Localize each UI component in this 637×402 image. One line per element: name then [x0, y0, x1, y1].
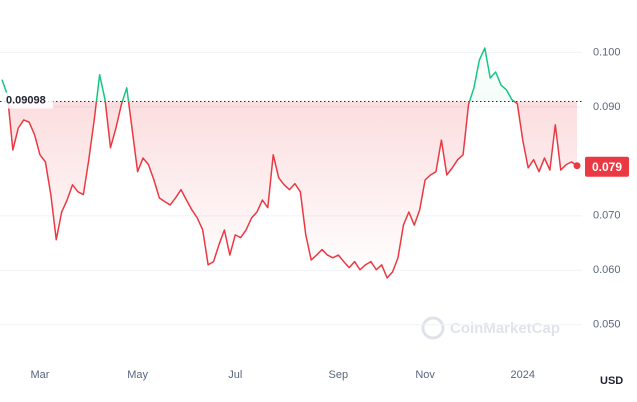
watermark: CoinMarketCap [421, 316, 560, 340]
y-tick-label: 0.100 [593, 46, 621, 58]
x-tick-label: May [127, 369, 148, 381]
x-tick-label: Mar [30, 369, 49, 381]
last-point [573, 162, 581, 170]
y-tick-label: 0.060 [593, 264, 621, 276]
x-tick-label: Sep [329, 369, 349, 381]
x-tick-label: Jul [228, 369, 242, 381]
y-tick-label: 0.070 [593, 210, 621, 222]
area-below [8, 101, 577, 278]
current-price-tag [585, 156, 629, 177]
watermark-logo [421, 316, 445, 340]
watermark-text: CoinMarketCap [450, 320, 560, 337]
price-line-up [1, 47, 516, 102]
baseline-label: 0.09098 [6, 94, 46, 106]
y-tick-label: 0.090 [593, 101, 621, 113]
y-tick-label: 0.050 [593, 319, 621, 331]
baseline-label-bg [3, 92, 53, 109]
price-line-down [7, 101, 578, 279]
x-tick-label: 2024 [511, 369, 535, 381]
current-price-label: 0.079 [592, 160, 622, 174]
currency-label: USD [600, 375, 623, 387]
x-tick-label: Nov [415, 369, 435, 381]
